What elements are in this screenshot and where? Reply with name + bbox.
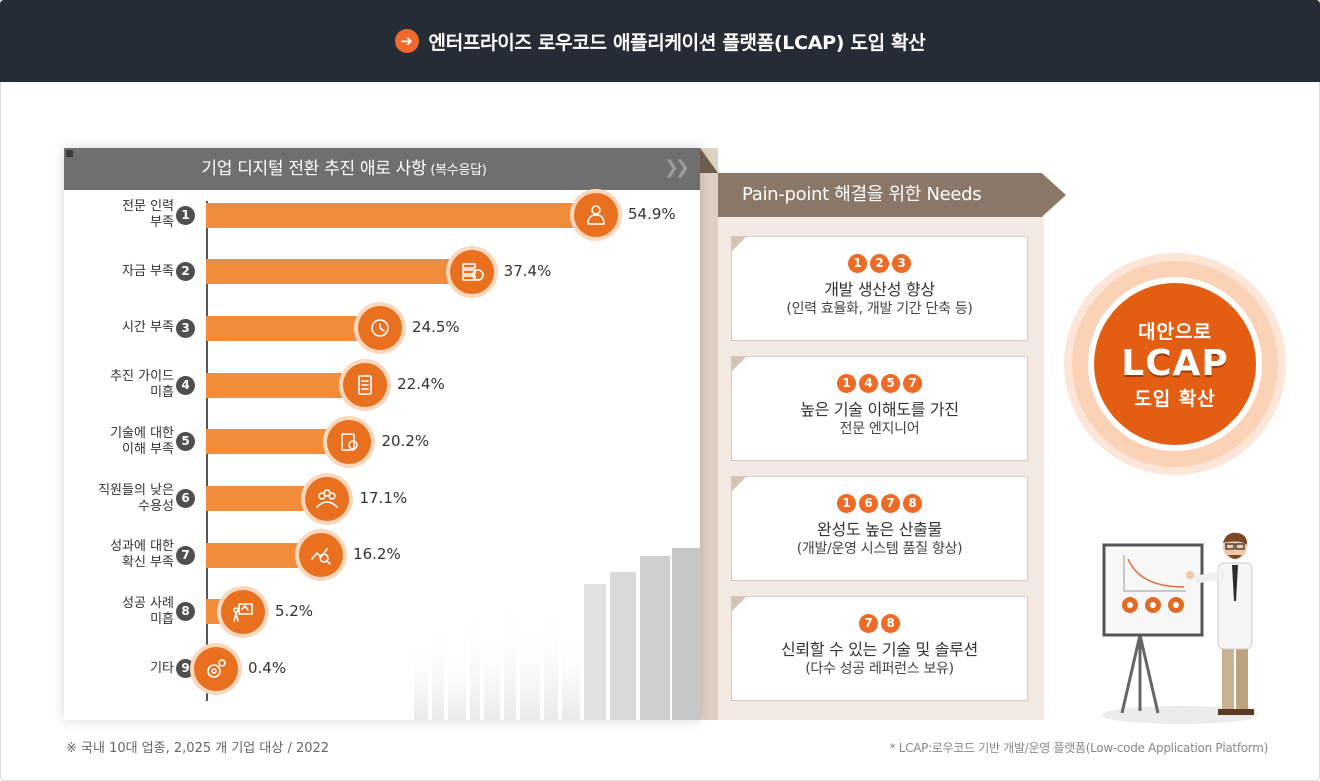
bar <box>206 315 381 341</box>
chart-header: 기업 디지털 전환 추진 애로 사항 (복수응답) ❯❯ <box>64 148 700 190</box>
need-subtitle: (개발/운영 시스템 품질 향상) <box>796 541 963 557</box>
category-number: 3 <box>176 318 195 338</box>
category-label: 기술에 대한 이해 부족 <box>110 425 174 457</box>
need-subtitle: 전문 엔지니어 <box>839 421 920 437</box>
category-number: 6 <box>176 489 195 508</box>
bar-value-label: 20.2% <box>381 431 430 450</box>
chart-panel: 기업 디지털 전환 추진 애로 사항 (복수응답) ❯❯ 전문 인력 부족 1 54.9… <box>64 148 700 720</box>
category-number: 8 <box>176 602 195 622</box>
footnote-definition: * LCAP:로우코드 기반 개발/운영 플랫폼(Low-code Applic… <box>889 741 1269 755</box>
bar <box>206 202 596 228</box>
category-label: 직원들의 낮은 수용성 <box>98 482 174 514</box>
clock-icon <box>358 306 403 351</box>
category-number: 5 <box>176 432 195 452</box>
tech-doc-icon <box>327 419 372 464</box>
panel-connector <box>700 148 718 720</box>
person-icon <box>574 193 618 237</box>
category-number: 7 <box>176 545 195 565</box>
category-label: 자금 부족 <box>122 263 174 279</box>
presentation-icon <box>220 589 265 634</box>
page-title: 엔터프라이즈 로우코드 애플리케이션 플랫폼(LCAP) 도입 확산 <box>428 31 926 54</box>
need-number-badge: 7 <box>881 494 900 513</box>
need-subtitle: (다수 성공 레퍼런스 보유) <box>805 661 954 677</box>
need-number-badge: 8 <box>903 494 922 513</box>
corner-mark <box>66 150 73 157</box>
footnote-source: ※ 국내 10대 업종, 2,025 개 기업 대상 / 2022 <box>66 741 330 756</box>
gears-icon <box>194 646 238 691</box>
chart-search-icon <box>299 533 344 578</box>
need-card: 1 2 3 개발 생산성 향상 (인력 효율화, 개발 기간 단축 등) <box>731 236 1028 341</box>
need-title: 완성도 높은 산출물 <box>817 520 942 539</box>
category-label: 성공 사례 미흡 <box>122 595 174 627</box>
chart-title-text: 기업 디지털 전환 추진 애로 사항 <box>201 159 427 179</box>
bar-value-label: 54.9% <box>628 205 676 223</box>
need-title: 개발 생산성 향상 <box>824 280 935 299</box>
badge-line-3: 도입 확산 <box>1134 388 1216 410</box>
bar-value-label: 22.4% <box>397 375 445 394</box>
need-number-badge: 1 <box>848 254 867 273</box>
category-label: 시간 부족 <box>122 320 174 336</box>
bar-value-label: 24.5% <box>412 318 460 337</box>
category-label: 기타 <box>150 660 174 676</box>
category-number: 4 <box>176 375 195 395</box>
category-label: 추진 가이드 미흡 <box>110 369 174 401</box>
need-number-badge: 8 <box>881 614 900 633</box>
chart-title: 기업 디지털 전환 추진 애로 사항 (복수응답) <box>64 148 624 190</box>
bar <box>206 259 472 285</box>
bar-value-label: 5.2% <box>274 601 314 620</box>
need-number-badge: 3 <box>892 254 911 273</box>
page-header: ➔ 엔터프라이즈 로우코드 애플리케이션 플랫폼(LCAP) 도입 확산 <box>0 0 1320 82</box>
need-number-badge: 6 <box>859 494 878 513</box>
money-icon <box>449 249 494 294</box>
category-number: 1 <box>176 205 195 225</box>
bar-value-label: 16.2% <box>353 545 401 564</box>
badge-line-1: 대안으로 <box>1138 321 1212 343</box>
double-chevron-right-icon: ❯❯ <box>663 157 690 178</box>
category-number: 9 <box>176 659 195 679</box>
need-number-badge: 4 <box>859 374 878 393</box>
bar-value-label: 0.4% <box>248 658 287 677</box>
need-title: 높은 기술 이해도를 가진 <box>800 400 959 419</box>
badge-line-2: LCAP <box>1121 343 1229 384</box>
need-number-badge: 7 <box>903 374 922 393</box>
presenter-illustration <box>1102 532 1258 724</box>
lcap-badge: 대안으로 LCAP 도입 확산 <box>1094 283 1256 445</box>
need-card: 1 6 7 8 완성도 높은 산출물 (개발/운영 시스템 품질 향상) <box>731 476 1028 581</box>
need-number-badge: 2 <box>870 254 889 273</box>
bar <box>206 372 366 398</box>
need-subtitle: (인력 효율화, 개발 기간 단축 등) <box>786 301 973 317</box>
need-number-badge: 5 <box>881 374 900 393</box>
bar-value-label: 17.1% <box>359 488 408 507</box>
need-card: 7 8 신뢰할 수 있는 기술 및 솔루션 (다수 성공 레퍼런스 보유) <box>731 596 1028 701</box>
need-number-badge: 1 <box>837 374 856 393</box>
city-skyline-illustration <box>414 548 700 720</box>
need-number-badge: 1 <box>837 494 856 513</box>
arrow-right-circle-icon: ➔ <box>394 29 419 53</box>
bar <box>206 429 350 455</box>
people-icon <box>305 476 350 521</box>
need-title: 신뢰할 수 있는 기술 및 솔루션 <box>781 640 978 659</box>
chart-subtitle: (복수응답) <box>430 163 487 178</box>
document-icon <box>343 363 388 408</box>
need-number-badge: 7 <box>859 614 878 633</box>
category-label: 성과에 대한 확신 부족 <box>110 539 174 571</box>
category-number: 2 <box>176 262 195 282</box>
needs-header: Pain-point 해결을 위한 Needs <box>718 173 1066 217</box>
bar-value-label: 37.4% <box>503 261 552 280</box>
category-label: 전문 인력 부족 <box>122 199 174 230</box>
